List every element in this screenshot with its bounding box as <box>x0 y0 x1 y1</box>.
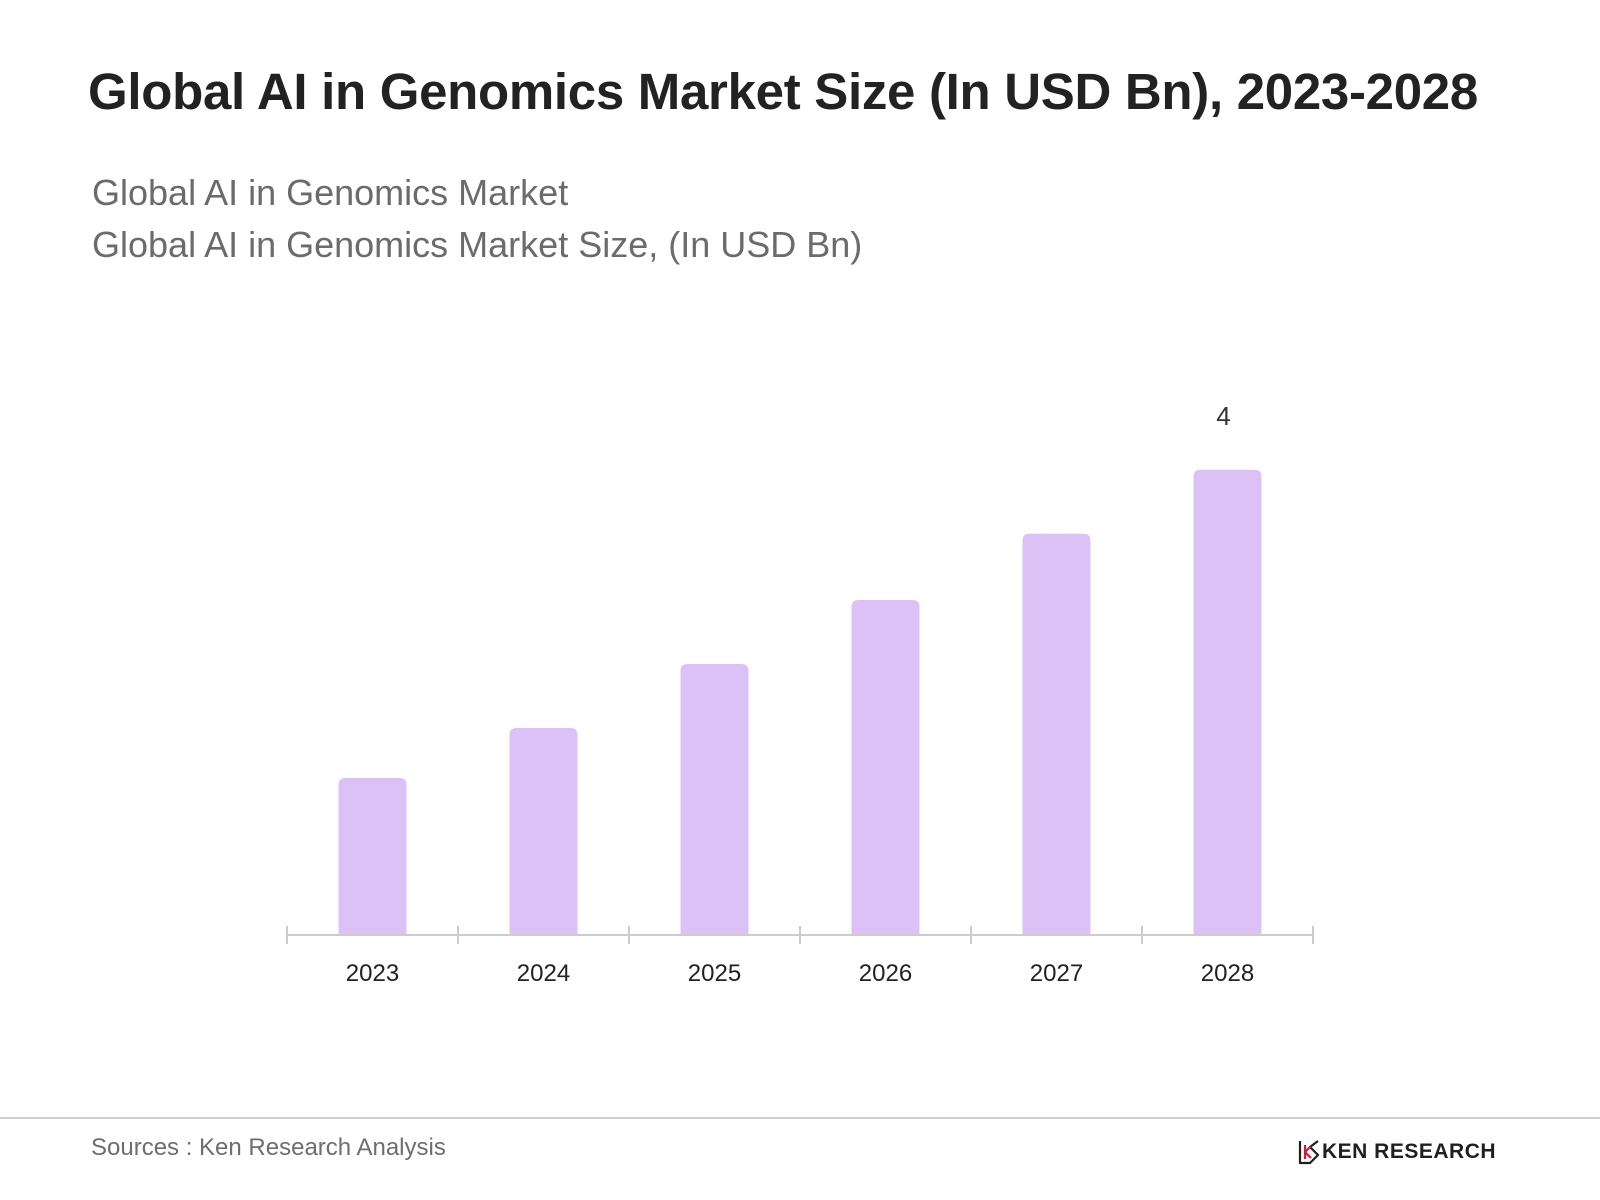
brand-logo: KEN RESEARCH <box>1298 1138 1496 1166</box>
brand-name: KEN RESEARCH <box>1322 1140 1497 1163</box>
x-tick-label-2023: 2023 <box>346 960 399 987</box>
bar-2025 <box>680 664 749 935</box>
chart-subtitle-unit: Global AI in Genomics Market Size, (In U… <box>92 224 863 265</box>
chart-subtitle: Global AI in Genomics Market <box>92 172 569 213</box>
bar-2023 <box>338 777 407 935</box>
bar-2024 <box>509 727 578 935</box>
bar-2028 <box>1193 469 1262 935</box>
source-note: Sources : Ken Research Analysis <box>91 1134 446 1161</box>
footer-divider <box>0 1117 1600 1119</box>
x-tick-label-2027: 2027 <box>1030 960 1083 987</box>
ken-research-k-logo-icon <box>1298 1140 1320 1165</box>
data-label-2028: 4 <box>1216 401 1230 431</box>
chart-title: Global AI in Genomics Market Size (In US… <box>88 63 1478 120</box>
x-tick-label-2028: 2028 <box>1201 960 1254 987</box>
x-tick-label-2024: 2024 <box>517 960 570 987</box>
x-tick-label-2026: 2026 <box>859 960 912 987</box>
bar-2027 <box>1022 533 1091 935</box>
bar-chart: 2023 2024 2025 2026 2027 4 2028 <box>286 401 1314 987</box>
bar-2026 <box>851 600 920 935</box>
x-tick-label-2025: 2025 <box>688 960 741 987</box>
